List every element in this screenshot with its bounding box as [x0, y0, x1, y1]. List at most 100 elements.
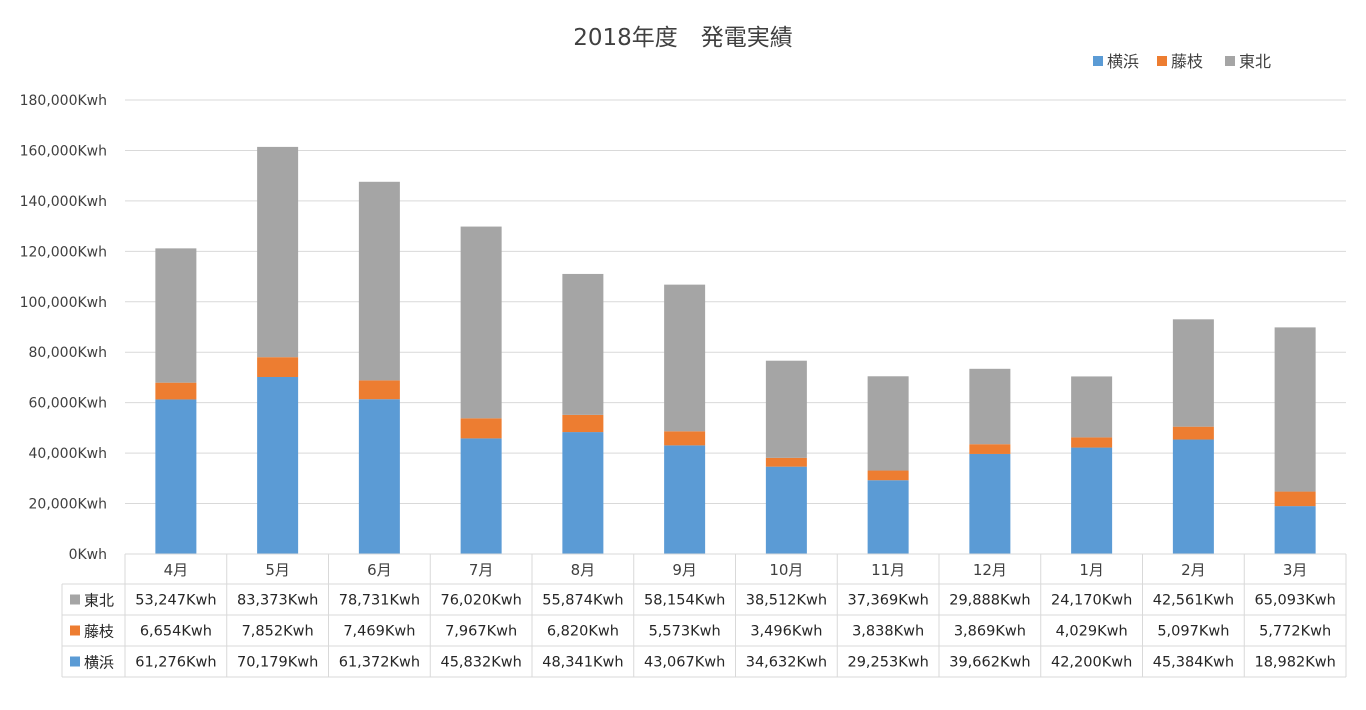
- y-tick-label: 160,000Kwh: [20, 143, 107, 159]
- bar-segment: [969, 368, 1011, 445]
- bar-segment: [867, 470, 909, 481]
- bar-segment: [765, 457, 807, 467]
- bar-segment: [1172, 319, 1214, 427]
- table-cell: 4,029Kwh: [1056, 624, 1128, 640]
- table-cell: 42,200Kwh: [1051, 655, 1132, 671]
- bar-segment: [155, 399, 197, 554]
- y-tick-label: 60,000Kwh: [29, 396, 108, 412]
- y-axis: 0Kwh 20,000Kwh 40,000Kwh 60,000Kwh 80,000Kwh…: [20, 93, 107, 563]
- table-cell: 45,832Kwh: [440, 655, 521, 671]
- table-cell: 7,469Kwh: [343, 624, 415, 640]
- bar-segment: [1274, 506, 1316, 554]
- legend-swatch: [1093, 56, 1103, 66]
- bar-segment: [460, 226, 502, 419]
- x-category-label: 4月: [164, 561, 189, 579]
- table-cell: 43,067Kwh: [644, 655, 725, 671]
- y-tick-label: 80,000Kwh: [29, 345, 108, 361]
- bar-segment: [765, 466, 807, 554]
- legend-label: 横浜: [1107, 52, 1139, 71]
- x-category-label: 8月: [571, 561, 596, 579]
- table-cell: 42,561Kwh: [1153, 593, 1234, 609]
- bar-segment: [664, 431, 706, 446]
- legend-swatch: [1225, 56, 1235, 66]
- table-cell: 38,512Kwh: [746, 593, 827, 609]
- table-series-name: 藤枝: [84, 623, 114, 641]
- bar-segment: [562, 273, 604, 415]
- table-series-name: 東北: [84, 592, 114, 610]
- table-series-name: 横浜: [84, 654, 114, 672]
- bar-segment: [460, 418, 502, 439]
- table-legend-key: [70, 656, 80, 667]
- x-category-label: 5月: [265, 561, 290, 579]
- table-cell: 6,820Kwh: [547, 624, 619, 640]
- table-cell: 7,852Kwh: [242, 624, 314, 640]
- table-cell: 5,573Kwh: [649, 624, 721, 640]
- table-cell: 3,496Kwh: [750, 624, 822, 640]
- table-legend-key: [70, 625, 80, 636]
- bar-segment: [460, 438, 502, 554]
- table-cell: 48,341Kwh: [542, 655, 623, 671]
- table-cell: 58,154Kwh: [644, 593, 725, 609]
- table-cell: 5,772Kwh: [1259, 624, 1331, 640]
- chart-title: 2018年度 発電実績: [573, 25, 793, 51]
- table-cell: 83,373Kwh: [237, 593, 318, 609]
- legend-label: 東北: [1239, 52, 1271, 71]
- table-cell: 18,982Kwh: [1254, 655, 1335, 671]
- legend: 横浜 藤枝 東北: [1093, 52, 1271, 71]
- bar-segment: [155, 382, 197, 400]
- y-tick-label: 40,000Kwh: [29, 446, 108, 462]
- table-cell: 29,888Kwh: [949, 593, 1030, 609]
- y-tick-label: 180,000Kwh: [20, 93, 107, 109]
- bar-segment: [257, 376, 299, 554]
- x-category-label: 2月: [1181, 561, 1206, 579]
- bar-segment: [358, 181, 400, 381]
- table-cell: 45,384Kwh: [1153, 655, 1234, 671]
- y-tick-label: 120,000Kwh: [20, 244, 107, 260]
- bar-segment: [1274, 491, 1316, 507]
- bar-segment: [358, 380, 400, 400]
- x-category-label: 7月: [469, 561, 494, 579]
- table-cell: 78,731Kwh: [339, 593, 420, 609]
- bar-segment: [664, 445, 706, 554]
- x-category-label: 11月: [871, 561, 905, 579]
- legend-swatch: [1157, 56, 1167, 66]
- bar-segment: [257, 357, 299, 377]
- table-cell: 24,170Kwh: [1051, 593, 1132, 609]
- bar-segment: [562, 432, 604, 554]
- bar-segment: [1274, 327, 1316, 492]
- table-cell: 61,372Kwh: [339, 655, 420, 671]
- bar-segment: [562, 414, 604, 433]
- table-cell: 55,874Kwh: [542, 593, 623, 609]
- x-category-label: 9月: [672, 561, 697, 579]
- bar-segment: [1071, 447, 1113, 554]
- bar-segment: [664, 284, 706, 432]
- gridlines: [125, 99, 1346, 555]
- y-tick-label: 140,000Kwh: [20, 194, 107, 210]
- bar-segment: [1071, 437, 1113, 448]
- bar-segment: [1172, 439, 1214, 554]
- table-cell: 39,662Kwh: [949, 655, 1030, 671]
- bar-segment: [257, 146, 299, 358]
- table-cell: 29,253Kwh: [847, 655, 928, 671]
- bar-segment: [155, 248, 197, 383]
- table-cell: 70,179Kwh: [237, 655, 318, 671]
- bar-segment: [358, 399, 400, 554]
- y-tick-label: 100,000Kwh: [20, 295, 107, 311]
- legend-label: 藤枝: [1171, 52, 1203, 71]
- table-cell: 61,276Kwh: [135, 655, 216, 671]
- table-cell: 7,967Kwh: [445, 624, 517, 640]
- x-category-label: 10月: [769, 561, 803, 579]
- y-tick-label: 0Kwh: [69, 547, 107, 563]
- table-cell: 6,654Kwh: [140, 624, 212, 640]
- table-cell: 34,632Kwh: [746, 655, 827, 671]
- x-category-label: 6月: [367, 561, 392, 579]
- bars: [155, 146, 1316, 554]
- x-category-label: 3月: [1283, 561, 1308, 579]
- bar-segment: [867, 376, 909, 471]
- x-category-label: 1月: [1079, 561, 1104, 579]
- table-cell: 76,020Kwh: [440, 593, 521, 609]
- table-cell: 3,838Kwh: [852, 624, 924, 640]
- bar-segment: [867, 480, 909, 554]
